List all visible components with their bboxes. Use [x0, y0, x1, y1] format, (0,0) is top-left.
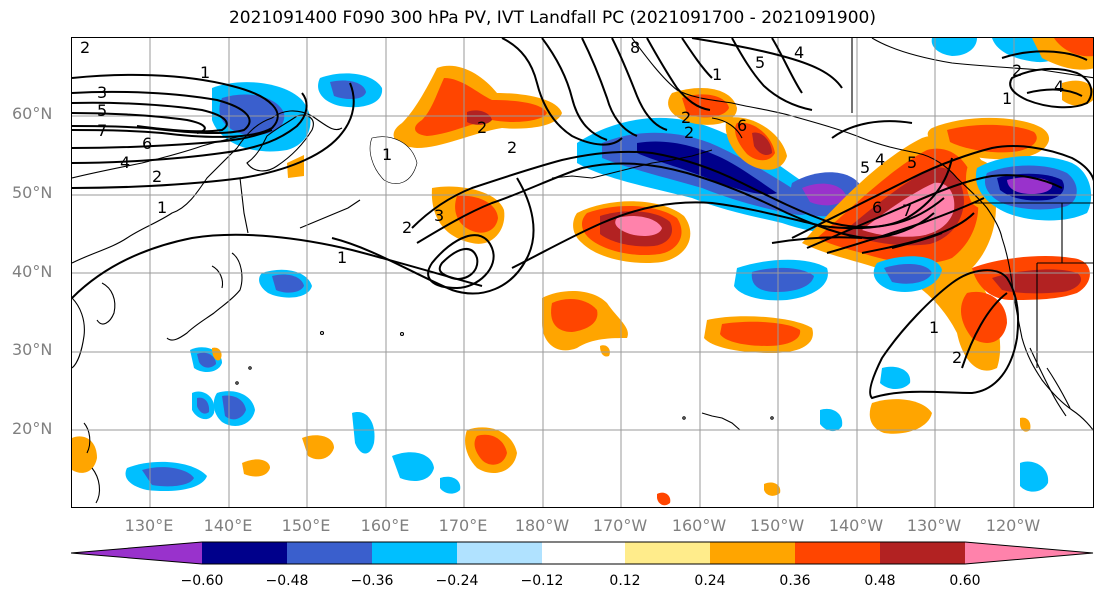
- colorbar-cell: [965, 542, 1093, 564]
- colorbar-cell: [880, 542, 965, 564]
- lon-label: 180°W: [514, 516, 570, 535]
- colorbar-tick: 0.48: [864, 573, 896, 589]
- svg-text:5: 5: [97, 101, 107, 120]
- colorbar-tick: −0.48: [265, 573, 309, 589]
- lon-label: 170°W: [592, 516, 648, 535]
- colorbar-cell: [625, 542, 710, 564]
- figure-title: 2021091400 F090 300 hPa PV, IVT Landfall…: [228, 8, 876, 28]
- svg-text:5: 5: [907, 153, 917, 172]
- lat-label: 50°N: [12, 183, 53, 202]
- svg-text:8: 8: [630, 38, 640, 57]
- coastlines: [72, 38, 1093, 504]
- svg-text:2: 2: [952, 348, 962, 367]
- lat-label: 60°N: [12, 104, 53, 123]
- colorbar-tick: −0.24: [435, 573, 479, 589]
- svg-text:3: 3: [97, 83, 107, 102]
- lon-label: 130°E: [124, 516, 174, 535]
- colorbar-cell: [457, 542, 542, 564]
- svg-text:6: 6: [872, 198, 882, 217]
- lat-label: 30°N: [12, 340, 53, 359]
- svg-text:4: 4: [120, 153, 130, 172]
- colorbar-cell: [710, 542, 795, 564]
- colorbar-tick: −0.36: [350, 573, 394, 589]
- lat-label: 40°N: [12, 262, 53, 281]
- svg-text:2: 2: [152, 167, 162, 186]
- colorbar-cell: [287, 542, 372, 564]
- svg-text:5: 5: [860, 158, 870, 177]
- svg-text:2: 2: [1012, 61, 1022, 80]
- svg-text:6: 6: [737, 116, 747, 135]
- svg-text:4: 4: [1054, 77, 1064, 96]
- svg-text:3: 3: [434, 206, 444, 225]
- svg-text:1: 1: [929, 318, 939, 337]
- lon-label: 150°W: [749, 516, 805, 535]
- map-panel: 2 3 5 7 4 2 1 6 1 8 1 2 1 2 3 2 1 4 5 6 …: [71, 37, 1094, 508]
- lon-label: 160°W: [671, 516, 727, 535]
- svg-text:7: 7: [97, 121, 107, 140]
- colorbar-cell: [795, 542, 880, 564]
- lon-label: 130°W: [906, 516, 962, 535]
- lon-label: 140°E: [203, 516, 253, 535]
- lon-label: 140°W: [828, 516, 884, 535]
- svg-text:1: 1: [200, 63, 210, 82]
- lat-label: 20°N: [12, 419, 53, 438]
- svg-text:7: 7: [902, 201, 912, 220]
- colorbar-cell: [202, 542, 287, 564]
- colorbar-outline: [71, 541, 1094, 565]
- colorbar-tick: −0.60: [180, 573, 224, 589]
- colorbar-tick: 0.36: [779, 573, 811, 589]
- svg-text:2: 2: [80, 38, 90, 57]
- svg-text:4: 4: [875, 150, 885, 169]
- svg-text:2: 2: [477, 118, 487, 137]
- svg-text:2: 2: [684, 123, 694, 142]
- svg-text:1: 1: [712, 65, 722, 84]
- colorbar-tick: −0.12: [520, 573, 564, 589]
- colorbar-tick: 0.12: [609, 573, 641, 589]
- colorbar-cell: [71, 542, 202, 564]
- svg-text:4: 4: [794, 43, 804, 62]
- gridlines: [72, 38, 1093, 507]
- svg-text:5: 5: [755, 53, 765, 72]
- svg-text:1: 1: [337, 248, 347, 267]
- colorbar-cell: [372, 542, 457, 564]
- lon-label: 150°E: [281, 516, 331, 535]
- contour-labels: 2 3 5 7 4 2 1 6 1 8 1 2 1 2 3 2 1 4 5 6 …: [80, 38, 1064, 367]
- ivt-contours: [72, 38, 1093, 400]
- colorbar-cell: [542, 542, 625, 564]
- svg-text:1: 1: [382, 145, 392, 164]
- lon-label: 120°W: [985, 516, 1041, 535]
- svg-text:1: 1: [1002, 89, 1012, 108]
- lon-label: 170°E: [438, 516, 488, 535]
- colorbar: [71, 541, 1094, 565]
- lon-label: 160°E: [360, 516, 410, 535]
- map-svg: 2 3 5 7 4 2 1 6 1 8 1 2 1 2 3 2 1 4 5 6 …: [72, 38, 1093, 507]
- colorbar-tick: 0.60: [949, 573, 981, 589]
- colorbar-tick: 0.24: [694, 573, 726, 589]
- svg-text:2: 2: [402, 218, 412, 237]
- pv-shading: [72, 38, 1093, 506]
- svg-text:2: 2: [507, 138, 517, 157]
- svg-text:2: 2: [681, 108, 691, 127]
- svg-text:6: 6: [142, 134, 152, 153]
- svg-text:1: 1: [157, 198, 167, 217]
